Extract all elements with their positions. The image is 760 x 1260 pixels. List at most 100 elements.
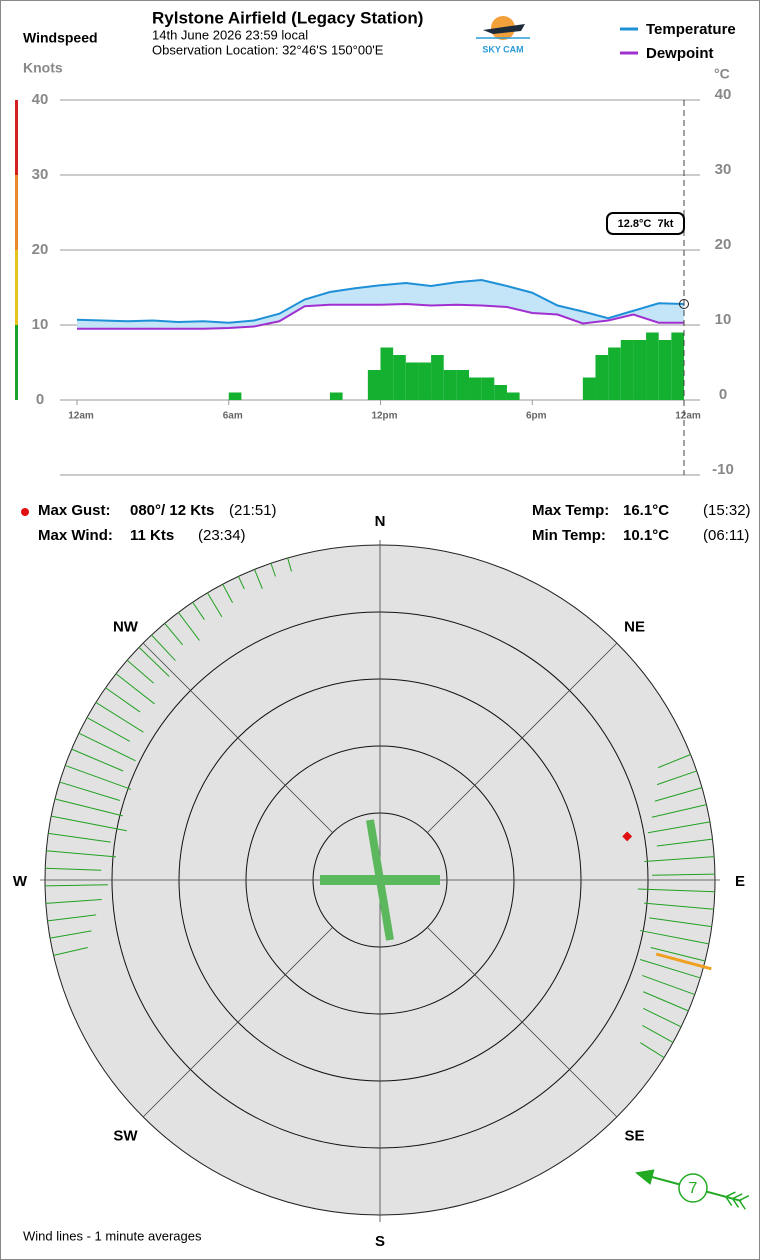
arrow-head: [635, 1169, 655, 1185]
wind-line: [45, 898, 102, 904]
wind-line: [642, 1025, 674, 1043]
wind-line: [192, 601, 205, 620]
y2-tick-label: -10: [712, 461, 734, 478]
now-marker: [679, 299, 689, 309]
y-label: Windspeed: [23, 30, 98, 46]
compass-label: W: [13, 873, 28, 890]
stat-value: 16.1°C: [623, 502, 669, 519]
stat-time: (21:51): [229, 502, 277, 519]
wind-line: [656, 838, 713, 847]
speed-badge: [678, 1173, 708, 1203]
wind-bar: [405, 362, 419, 400]
wind-line: [647, 821, 710, 834]
y-tick-label: 20: [32, 241, 49, 258]
wind-line: [151, 634, 176, 661]
y-tick-label: 30: [32, 166, 49, 183]
legend-label: Temperature: [646, 21, 736, 38]
wind-bar: [595, 355, 609, 400]
wind-bar: [431, 355, 444, 400]
stat-time: (23:34): [198, 527, 246, 544]
speed-band: [15, 250, 18, 325]
logo-text: SKY CAM: [482, 44, 523, 54]
wind-line: [50, 930, 92, 939]
compass-label: S: [375, 1233, 385, 1250]
wind-line: [644, 856, 715, 863]
wind-bar: [469, 377, 482, 400]
compass-label: NE: [624, 618, 645, 635]
arrow-feather: [724, 1191, 736, 1207]
wind-line: [651, 804, 707, 818]
x-tick-label: 12pm: [371, 411, 397, 422]
wind-line: [254, 569, 263, 590]
wind-line: [95, 702, 144, 733]
wind-line: [54, 798, 123, 817]
wind-line: [46, 850, 117, 858]
wind-line: [51, 815, 127, 832]
y2-tick-label: 30: [715, 161, 732, 178]
wind-line: [78, 732, 136, 762]
wind-line: [45, 884, 109, 887]
y2-tick-label: 10: [715, 311, 732, 328]
wind-line: [640, 930, 709, 945]
speed-band: [15, 325, 18, 400]
stat-value: 080°/ 12 Kts: [130, 502, 214, 519]
compass-label: SE: [625, 1128, 645, 1145]
wind-line: [115, 673, 155, 705]
legend-label: Dewpoint: [646, 45, 714, 62]
stat-time: (15:32): [703, 502, 751, 519]
y2-tick-label: 40: [715, 86, 732, 103]
wind-bar: [393, 355, 406, 400]
series-line: [77, 302, 684, 330]
logo: SKY CAM: [476, 16, 530, 54]
stat-label: Min Temp:: [532, 527, 606, 544]
wind-bar: [633, 340, 647, 400]
compass-label: NW: [113, 618, 139, 635]
wind-line: [650, 947, 706, 962]
x-tick-label: 12am: [68, 411, 94, 422]
tooltip-text: 12.8°C 7kt: [618, 218, 674, 230]
wind-line: [65, 764, 132, 790]
wind-line: [651, 873, 715, 876]
arrow-feather: [738, 1195, 750, 1210]
stat-label: Max Gust:: [38, 502, 111, 519]
stat-label: Max Wind:: [38, 527, 113, 544]
y-tick-label: 0: [36, 391, 44, 408]
wind-line: [640, 1042, 665, 1058]
wind-line: [654, 787, 703, 802]
gust-icon: [21, 508, 29, 516]
tooltip-box: [606, 212, 685, 235]
wind-line: [71, 748, 124, 772]
date: 14th June 2026 23:59 local: [152, 27, 308, 42]
gust-marker: [622, 831, 633, 842]
y2-tick-label: 20: [715, 236, 732, 253]
wind-line: [657, 754, 691, 769]
wind-line: [639, 959, 701, 979]
y-tick-label: 40: [32, 91, 49, 108]
speed-band: [15, 100, 18, 175]
wind-bar: [582, 377, 596, 400]
wind-bar: [329, 392, 343, 400]
wind-line: [643, 991, 689, 1012]
y-tick-label: 10: [32, 316, 49, 333]
wind-line: [237, 576, 245, 590]
y2-tick-label: 0: [719, 386, 727, 403]
x-tick-label: 6am: [223, 411, 243, 422]
wind-bar: [418, 362, 432, 400]
footer-note: Wind lines - 1 minute averages: [23, 1228, 202, 1243]
wind-bar: [481, 377, 495, 400]
wind-line: [47, 914, 97, 922]
stat-label: Max Temp:: [532, 502, 609, 519]
rose-frame: [40, 540, 720, 1222]
wind-line: [222, 583, 234, 603]
y-unit: Knots: [23, 60, 63, 76]
wind-bar: [443, 370, 457, 400]
wind-bar: [658, 340, 672, 400]
x-tick-label: 12am: [675, 411, 701, 422]
series-line: [76, 278, 685, 324]
speed-badge-text: 7: [689, 1180, 698, 1197]
x-tick-label: 6pm: [526, 411, 547, 422]
wind-line: [207, 592, 223, 618]
wind-line: [48, 832, 111, 843]
wind-line: [643, 902, 714, 910]
